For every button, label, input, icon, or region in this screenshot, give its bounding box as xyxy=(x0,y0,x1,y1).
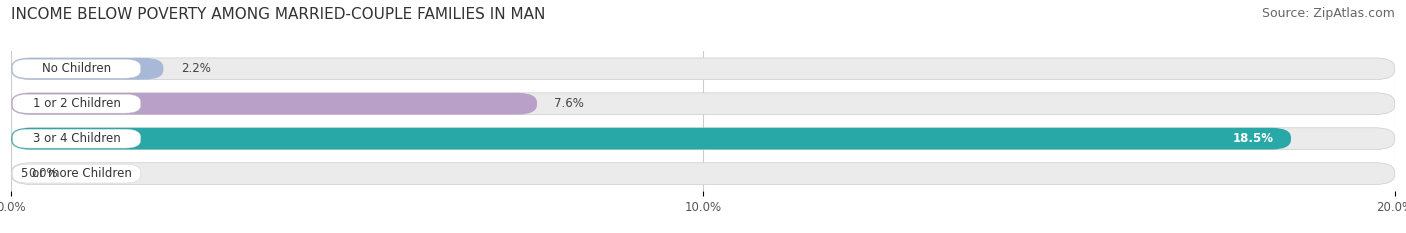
Text: 7.6%: 7.6% xyxy=(554,97,583,110)
Text: 5 or more Children: 5 or more Children xyxy=(21,167,132,180)
FancyBboxPatch shape xyxy=(13,59,141,78)
FancyBboxPatch shape xyxy=(11,163,1395,185)
Text: Source: ZipAtlas.com: Source: ZipAtlas.com xyxy=(1261,7,1395,20)
FancyBboxPatch shape xyxy=(11,128,1291,150)
FancyBboxPatch shape xyxy=(11,128,1395,150)
FancyBboxPatch shape xyxy=(11,58,1395,80)
Text: INCOME BELOW POVERTY AMONG MARRIED-COUPLE FAMILIES IN MAN: INCOME BELOW POVERTY AMONG MARRIED-COUPL… xyxy=(11,7,546,22)
Text: 0.0%: 0.0% xyxy=(28,167,58,180)
Text: 2.2%: 2.2% xyxy=(181,62,211,75)
FancyBboxPatch shape xyxy=(11,93,537,115)
Text: 3 or 4 Children: 3 or 4 Children xyxy=(32,132,121,145)
Text: 18.5%: 18.5% xyxy=(1233,132,1274,145)
FancyBboxPatch shape xyxy=(11,93,1395,115)
FancyBboxPatch shape xyxy=(13,94,141,113)
Text: No Children: No Children xyxy=(42,62,111,75)
Text: 1 or 2 Children: 1 or 2 Children xyxy=(32,97,121,110)
FancyBboxPatch shape xyxy=(11,58,163,80)
FancyBboxPatch shape xyxy=(13,164,141,183)
FancyBboxPatch shape xyxy=(13,129,141,148)
